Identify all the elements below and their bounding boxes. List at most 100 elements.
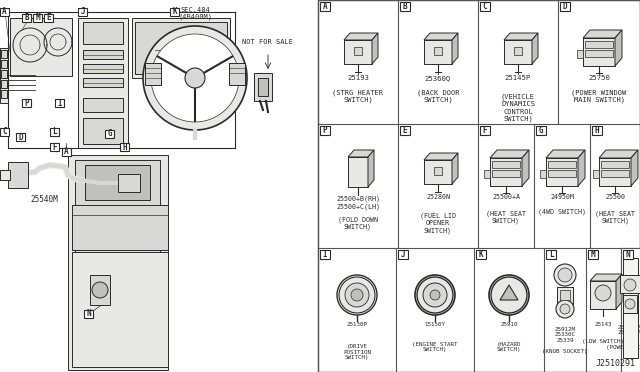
Bar — [84, 310, 93, 318]
Bar — [10, 18, 72, 76]
Bar — [118, 174, 140, 192]
Text: 25193: 25193 — [347, 75, 369, 81]
Text: B: B — [403, 2, 407, 11]
Text: NOT FOR SALE: NOT FOR SALE — [243, 39, 294, 45]
Bar — [492, 170, 520, 177]
Bar — [599, 158, 631, 186]
Bar — [83, 50, 123, 59]
Bar — [434, 167, 442, 175]
Bar — [0, 170, 10, 180]
Circle shape — [345, 283, 369, 307]
Text: (FUEL LID
OPENER
SWITCH): (FUEL LID OPENER SWITCH) — [420, 212, 456, 234]
Text: K: K — [479, 250, 483, 259]
Bar — [0, 128, 9, 136]
Circle shape — [143, 26, 247, 130]
Bar — [1, 70, 7, 78]
Bar — [424, 40, 452, 64]
Polygon shape — [348, 150, 374, 157]
Bar — [320, 250, 330, 259]
Polygon shape — [522, 150, 529, 186]
Bar — [0, 8, 9, 16]
Text: H: H — [122, 142, 127, 151]
Circle shape — [92, 282, 108, 298]
Bar — [476, 250, 486, 259]
Bar — [0, 48, 8, 103]
Text: 25130P: 25130P — [346, 323, 367, 327]
Text: (HEAT SEAT
SWITCH): (HEAT SEAT SWITCH) — [486, 211, 526, 224]
Bar — [344, 40, 372, 64]
Text: (POWER WINDOW
MAIN SWITCH): (POWER WINDOW MAIN SWITCH) — [572, 89, 627, 103]
Text: 25750: 25750 — [588, 75, 610, 81]
Bar — [585, 50, 613, 57]
Text: (VEHICLE
DYNAMICS
CONTROL
SWITCH): (VEHICLE DYNAMICS CONTROL SWITCH) — [501, 94, 535, 122]
Text: 25143: 25143 — [595, 323, 612, 327]
Bar — [621, 248, 640, 372]
Bar — [75, 160, 160, 260]
Polygon shape — [504, 33, 538, 40]
Bar — [400, 126, 410, 135]
Polygon shape — [615, 30, 622, 66]
Bar — [623, 258, 638, 358]
Bar — [348, 157, 368, 187]
Bar — [601, 161, 629, 168]
Text: L: L — [548, 250, 554, 259]
Bar — [83, 118, 123, 144]
Text: P: P — [323, 126, 327, 135]
Text: G: G — [107, 129, 112, 138]
Text: 25280N: 25280N — [426, 194, 450, 200]
Bar — [55, 99, 64, 107]
Text: 25500+A: 25500+A — [492, 194, 520, 200]
Text: (HEAT SEAT
SWITCH): (HEAT SEAT SWITCH) — [595, 211, 635, 224]
Text: P: P — [24, 99, 29, 108]
Bar — [1, 90, 7, 98]
Bar — [593, 170, 599, 178]
Bar — [120, 143, 129, 151]
Bar — [320, 126, 330, 135]
Text: K: K — [172, 7, 177, 16]
Bar — [22, 14, 31, 22]
Text: (KNOB SOCKET): (KNOB SOCKET) — [542, 350, 588, 355]
Bar — [90, 275, 110, 305]
Bar — [1, 80, 7, 88]
Polygon shape — [424, 33, 458, 40]
Text: (DRIVE
POSITION
SWITCH): (DRIVE POSITION SWITCH) — [343, 344, 371, 360]
Text: H: H — [595, 126, 599, 135]
Bar — [145, 63, 161, 85]
Bar — [434, 47, 442, 55]
Bar — [170, 8, 179, 16]
Bar — [484, 170, 490, 178]
Text: 25912M
25330C
25339: 25912M 25330C 25339 — [554, 327, 575, 343]
Bar — [50, 128, 59, 136]
Bar — [33, 14, 42, 22]
Circle shape — [151, 34, 239, 122]
Text: (4WD SWITCH): (4WD SWITCH) — [538, 209, 586, 215]
Bar — [548, 161, 576, 168]
Text: 15150Y: 15150Y — [424, 323, 445, 327]
Bar — [398, 250, 408, 259]
Bar — [560, 2, 570, 11]
Bar — [546, 250, 556, 259]
Bar — [560, 290, 570, 300]
Text: (POWER SOCKET): (POWER SOCKET) — [605, 344, 640, 350]
Circle shape — [558, 268, 572, 282]
Bar — [601, 170, 629, 177]
Bar — [480, 126, 490, 135]
Text: SEC.484: SEC.484 — [180, 7, 210, 13]
Bar — [546, 158, 578, 186]
Bar — [400, 2, 410, 11]
Text: F: F — [483, 126, 487, 135]
Bar — [78, 18, 128, 148]
Circle shape — [430, 290, 440, 300]
Bar — [590, 281, 616, 309]
Text: A: A — [323, 2, 327, 11]
Bar — [83, 22, 123, 44]
Bar — [504, 40, 532, 64]
Polygon shape — [532, 33, 538, 64]
Polygon shape — [452, 153, 458, 184]
Polygon shape — [583, 30, 622, 38]
Bar — [320, 2, 330, 11]
Circle shape — [417, 277, 453, 313]
Bar — [557, 287, 573, 305]
Text: 25500: 25500 — [605, 194, 625, 200]
Bar — [480, 2, 490, 11]
